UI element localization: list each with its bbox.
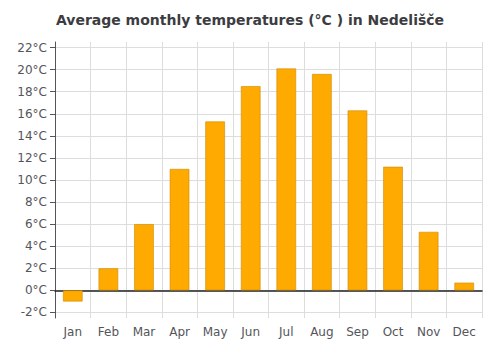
svg-text:2°C: 2°C	[25, 261, 47, 275]
svg-text:Mar: Mar	[133, 325, 156, 339]
svg-text:8°C: 8°C	[25, 195, 47, 209]
svg-text:Jan: Jan	[63, 325, 83, 339]
svg-text:Apr: Apr	[169, 325, 190, 339]
svg-text:Aug: Aug	[310, 325, 333, 339]
svg-text:Jul: Jul	[278, 325, 293, 339]
svg-text:14°C: 14°C	[17, 129, 47, 143]
svg-text:Feb: Feb	[98, 325, 119, 339]
svg-text:16°C: 16°C	[17, 107, 47, 121]
svg-text:Oct: Oct	[383, 325, 404, 339]
svg-text:12°C: 12°C	[17, 151, 47, 165]
svg-text:-2°C: -2°C	[21, 305, 47, 319]
svg-text:10°C: 10°C	[17, 173, 47, 187]
svg-text:18°C: 18°C	[17, 85, 47, 99]
svg-text:Sep: Sep	[346, 325, 369, 339]
svg-text:May: May	[203, 325, 228, 339]
svg-text:4°C: 4°C	[25, 239, 47, 253]
svg-text:Average monthly temperatures (: Average monthly temperatures (°C ) in Ne…	[56, 12, 444, 28]
svg-text:Jun: Jun	[240, 325, 260, 339]
svg-text:6°C: 6°C	[25, 217, 47, 231]
svg-text:0°C: 0°C	[25, 283, 47, 297]
svg-text:22°C: 22°C	[17, 41, 47, 55]
svg-text:20°C: 20°C	[17, 63, 47, 77]
svg-text:Dec: Dec	[453, 325, 476, 339]
svg-text:Nov: Nov	[417, 325, 440, 339]
